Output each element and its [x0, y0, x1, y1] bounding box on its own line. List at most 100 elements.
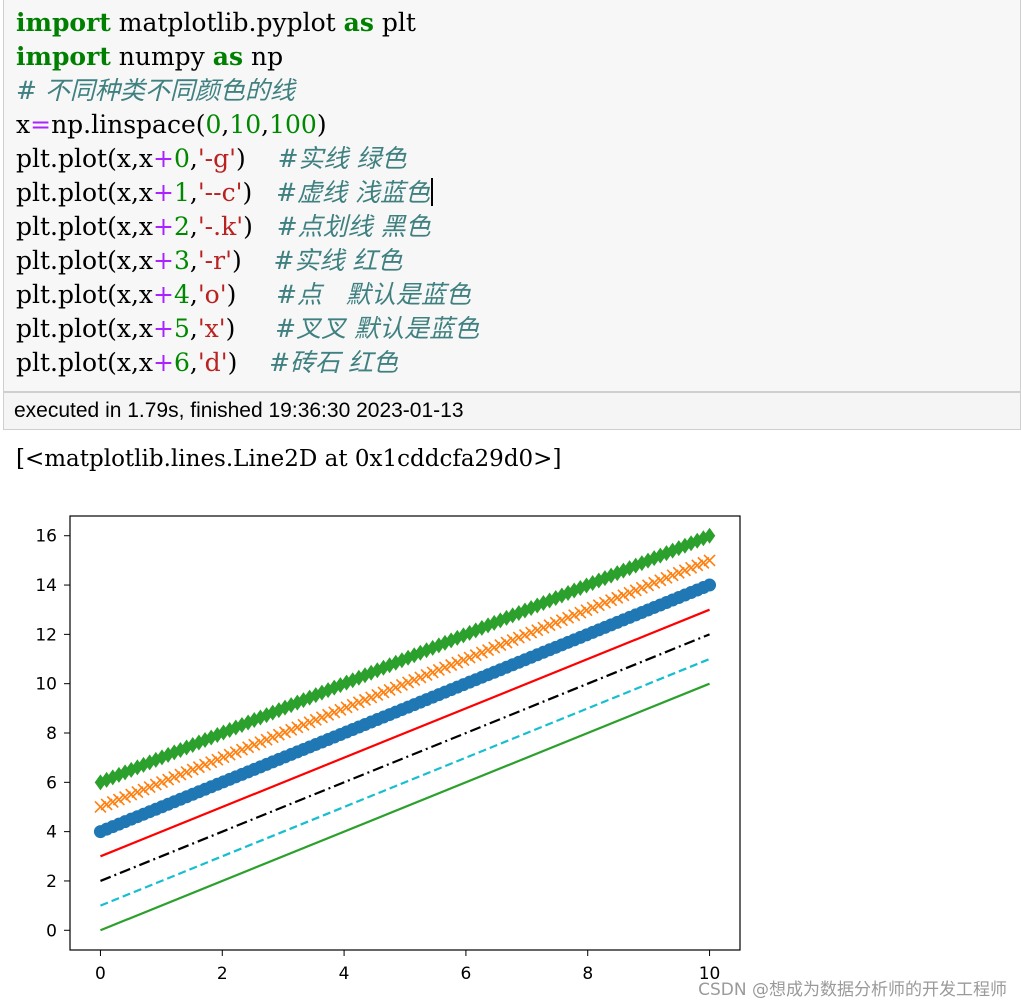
data-point [445, 658, 458, 672]
data-point [629, 557, 642, 574]
data-point [260, 707, 273, 724]
code-token: matplotlib.pyplot [110, 8, 344, 37]
data-point [703, 578, 717, 592]
data-point [617, 589, 630, 602]
data-point [205, 729, 217, 746]
code-token: #砖石 红色 [269, 348, 399, 377]
y-tick-label: 10 [35, 675, 57, 695]
data-point [500, 636, 513, 649]
data-point [137, 783, 150, 796]
data-point [525, 626, 538, 639]
data-point [180, 766, 193, 779]
code-token: 'o' [197, 280, 227, 309]
code-cell-input[interactable]: import matplotlib.pyplot as plt import nu… [3, 0, 1021, 392]
data-point [94, 774, 107, 791]
data-point [672, 566, 685, 579]
code-token: import [16, 8, 111, 37]
y-tick-label: 0 [46, 921, 57, 941]
data-point [402, 676, 415, 689]
code-line: plt.plot(x,x+5,'x') #叉叉 默认是蓝色 [16, 312, 479, 346]
data-point [537, 621, 550, 634]
data-point [586, 575, 599, 592]
data-point [660, 571, 673, 584]
data-point [229, 746, 242, 759]
data-point [641, 579, 655, 592]
code-token: np [243, 42, 284, 71]
data-point [598, 596, 612, 609]
data-point [334, 703, 347, 716]
data-point [414, 644, 427, 661]
code-token: , [221, 110, 230, 139]
code-token: #叉叉 默认是蓝色 [275, 314, 480, 343]
code-token: + [153, 178, 174, 207]
y-tick-label: 4 [46, 823, 57, 843]
data-point [291, 721, 304, 734]
code-token: ) [231, 246, 274, 275]
code-token: ) [316, 110, 327, 139]
code-token: x [16, 110, 31, 139]
data-point [549, 589, 562, 606]
data-point [543, 619, 556, 632]
data-point [112, 793, 125, 806]
data-point [494, 612, 507, 629]
code-token: 'd' [197, 348, 228, 377]
data-point [118, 790, 132, 804]
data-point [623, 586, 636, 599]
data-point [315, 711, 329, 724]
code-line: x=np.linspace(0,10,100) [16, 108, 479, 142]
code-token: ) [225, 314, 276, 343]
data-point [481, 643, 495, 657]
data-point [549, 616, 562, 629]
data-point [697, 530, 710, 547]
code-line: plt.plot(x,x+6,'d') #砖石 红色 [16, 346, 479, 380]
data-point [377, 686, 390, 699]
code-token: , [189, 144, 198, 173]
code-token: 0 [173, 144, 190, 173]
code-token: # 不同种类不同颜色的线 [16, 76, 295, 105]
data-point [408, 673, 421, 687]
code-token: 2 [173, 212, 190, 241]
data-point [438, 661, 452, 674]
data-point [272, 728, 285, 741]
code-line: # 不同种类不同颜色的线 [16, 74, 479, 108]
data-point [143, 780, 156, 794]
code-token: 3 [173, 246, 190, 275]
data-point [685, 535, 697, 552]
data-point [414, 671, 427, 684]
data-point [174, 768, 187, 781]
code-token: , [189, 178, 198, 207]
code-token: import [16, 42, 111, 71]
code-editor[interactable]: import matplotlib.pyplot as plt import nu… [16, 6, 479, 380]
code-token: plt.plot(x,x [16, 280, 153, 309]
data-point [654, 547, 667, 564]
code-token: + [153, 144, 174, 173]
y-tick-label: 8 [46, 724, 57, 744]
data-point [426, 666, 439, 679]
code-token: 6 [173, 348, 190, 377]
data-point [678, 564, 692, 577]
data-point [125, 788, 138, 801]
data-point [685, 561, 698, 574]
data-point [106, 795, 119, 809]
code-token: #虚线 浅蓝色 [276, 178, 430, 207]
data-point [316, 684, 328, 701]
text-cursor [430, 178, 433, 206]
code-token: , [261, 110, 270, 139]
data-point [242, 714, 254, 731]
x-tick-label: 0 [95, 964, 106, 984]
data-point [223, 748, 236, 761]
code-token: ) [243, 212, 277, 241]
code-token: , [189, 348, 198, 377]
x-tick-label: 8 [582, 964, 593, 984]
data-point [155, 776, 169, 789]
data-point [611, 591, 624, 604]
data-point [365, 691, 378, 704]
data-point [279, 699, 291, 716]
code-line: plt.plot(x,x+3,'-r') #实线 红色 [16, 244, 479, 278]
data-point [555, 614, 568, 627]
series-line-3 [100, 608, 710, 858]
data-point [629, 584, 642, 597]
data-point [463, 651, 476, 664]
execution-status: executed in 1.79s, finished 19:36:30 202… [3, 392, 1021, 430]
series-markers-4 [93, 578, 717, 839]
